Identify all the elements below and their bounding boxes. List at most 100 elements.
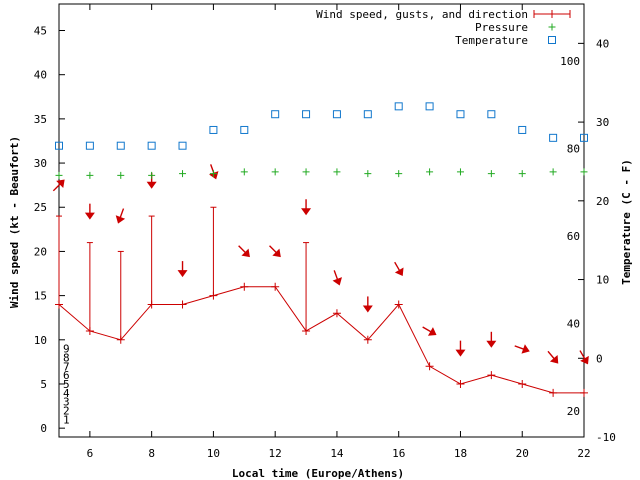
wind-direction-arrow (52, 179, 65, 192)
wind-speed-point (549, 388, 558, 397)
wind-direction-arrow (362, 296, 373, 313)
series (52, 102, 589, 397)
x-tick-label: 10 (207, 447, 220, 460)
wind-speed-point (240, 282, 249, 291)
x-tick-label: 20 (516, 447, 529, 460)
arrow-head (521, 344, 530, 354)
plot-frame (58, 3, 585, 438)
y-axis-label-left: Wind speed (kt - Beaufort) (8, 136, 21, 308)
arrow-shaft (422, 326, 432, 333)
wind-direction-arrow (514, 344, 530, 354)
wind-direction-arrow (269, 245, 281, 258)
x-tick-label: 22 (577, 447, 590, 460)
pressure-point (117, 171, 125, 179)
wind-speed-point (55, 300, 63, 309)
pressure-point (148, 171, 156, 179)
x-tick-label: 8 (148, 447, 155, 460)
arrow-head (486, 340, 497, 348)
temperature-point (240, 125, 249, 134)
arrow-shaft (119, 208, 125, 219)
beaufort-label: 4 (63, 387, 70, 400)
pressure-point (487, 170, 495, 178)
temperature-point (271, 110, 280, 119)
wind-direction-arrow (486, 331, 497, 348)
wind-direction-arrow (422, 326, 437, 336)
y-tick-label-left: 10 (34, 334, 47, 347)
wind-speed-point (425, 362, 434, 371)
fahrenheit-label: 20 (567, 405, 580, 418)
beaufort-label: 2 (63, 404, 70, 417)
y-tick-label-left: 15 (34, 290, 47, 303)
pressure-point (179, 170, 187, 178)
wind-direction-arrow (177, 261, 188, 278)
y-tick-label-left: 45 (34, 25, 47, 38)
beaufort-label: 1 (63, 413, 70, 426)
arrow-head (332, 277, 342, 286)
fahrenheit-label: 100 (560, 55, 580, 68)
y-tick-label-right: 30 (596, 116, 609, 129)
arrow-head (115, 215, 126, 224)
temperature-point (425, 102, 434, 111)
arrow-shaft (514, 345, 525, 350)
y-tick-label-right: -10 (596, 431, 616, 444)
arrow-head (177, 270, 188, 278)
arrow-shaft (238, 245, 247, 254)
beaufort-label: 3 (63, 396, 70, 409)
pressure-point (580, 168, 588, 176)
wind-speed-point (147, 300, 156, 309)
arrow-head (272, 248, 281, 258)
legend-wind-label: Wind speed, gusts, and direction (316, 8, 528, 21)
y-tick-label-right: 0 (596, 352, 603, 365)
beaufort-label: 5 (63, 378, 70, 391)
wind-speed-point (580, 388, 588, 397)
beaufort-label: 8 (63, 351, 70, 364)
pressure-point (240, 168, 248, 176)
arrow-head (209, 171, 219, 180)
temperature-point (363, 110, 372, 119)
wind-direction-arrow (455, 340, 466, 357)
wind-direction-arrow (547, 350, 559, 364)
beaufort-label: 7 (63, 360, 70, 373)
y-tick-label-left: 25 (34, 201, 47, 214)
pressure-point (518, 170, 526, 178)
temperature-point (394, 102, 403, 111)
wind-direction-arrow (238, 245, 250, 258)
pressure-point (86, 171, 94, 179)
wind-speed-point (271, 282, 280, 291)
wind-speed-point (178, 300, 187, 309)
arrow-shaft (333, 270, 339, 281)
temperature-point (580, 133, 588, 142)
legend-temperature-label: Temperature (455, 34, 528, 47)
arrow-head (362, 305, 373, 313)
legend-pressure-label: Pressure (475, 21, 528, 34)
wind-direction-arrow (579, 350, 589, 365)
pressure-point (333, 168, 341, 176)
beaufort-label: 9 (63, 343, 70, 356)
pressure-point (55, 171, 63, 179)
wind-speed-point (209, 291, 218, 300)
x-tick-label: 12 (269, 447, 282, 460)
arrow-head (241, 248, 250, 258)
axes: 6 8 10 12 14 16 18 20 22051015202530354045123456… (34, 4, 616, 460)
temperature-point (518, 125, 527, 134)
temperature-point (456, 110, 465, 119)
pressure-point (209, 170, 217, 178)
pressure-point (364, 170, 372, 178)
arrow-head (301, 208, 312, 216)
wind-speed-point (456, 379, 465, 388)
arrow-shaft (394, 261, 401, 272)
arrow-head (580, 355, 589, 365)
x-tick-label: 14 (330, 447, 344, 460)
temperature-point (487, 110, 496, 119)
pressure-point (426, 168, 434, 176)
arrow-head (146, 181, 157, 189)
y-tick-label-left: 20 (34, 245, 47, 258)
wind-speed-point (302, 326, 311, 335)
wind-speed-line (58, 286, 584, 394)
temperature-point (549, 133, 558, 142)
pressure-point (549, 168, 557, 176)
wind-speed-point (394, 300, 403, 309)
wind-speed-point (487, 371, 496, 380)
x-tick-label: 18 (454, 447, 467, 460)
